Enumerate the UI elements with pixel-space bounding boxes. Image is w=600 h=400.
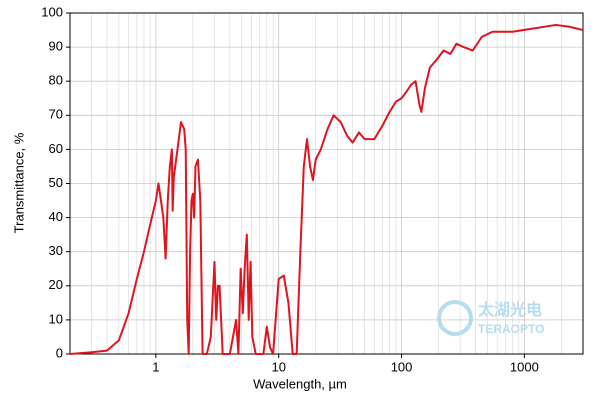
watermark-text: 太湖光电	[477, 300, 542, 319]
data-line	[69, 23, 584, 355]
x-tick-label: 100	[391, 359, 413, 374]
x-axis-label: Wavelength, µm	[253, 376, 347, 391]
watermark: 太湖光电 TERAOPTO	[437, 300, 544, 336]
y-tick-label: 80	[49, 73, 63, 88]
y-tick-label: 50	[49, 175, 63, 190]
y-tick-label: 40	[49, 209, 63, 224]
y-tick-label: 0	[56, 345, 63, 360]
y-tick-label: 30	[49, 243, 63, 258]
y-tick-label: 100	[41, 4, 63, 19]
y-tick-label: 60	[49, 141, 63, 156]
x-tick-label: 1	[152, 359, 159, 374]
y-tick-label: 20	[49, 277, 63, 292]
plot-frame	[69, 12, 584, 355]
y-axis-label: Transmittance, %	[11, 132, 26, 233]
x-tick-label: 10	[271, 359, 285, 374]
x-tick-label: 1000	[510, 359, 539, 374]
y-tick-label: 70	[49, 107, 63, 122]
watermark-text: TERAOPTO	[478, 322, 544, 336]
watermark-logo	[437, 300, 473, 336]
y-tick-label: 10	[49, 311, 63, 326]
y-tick-label: 90	[49, 39, 63, 54]
